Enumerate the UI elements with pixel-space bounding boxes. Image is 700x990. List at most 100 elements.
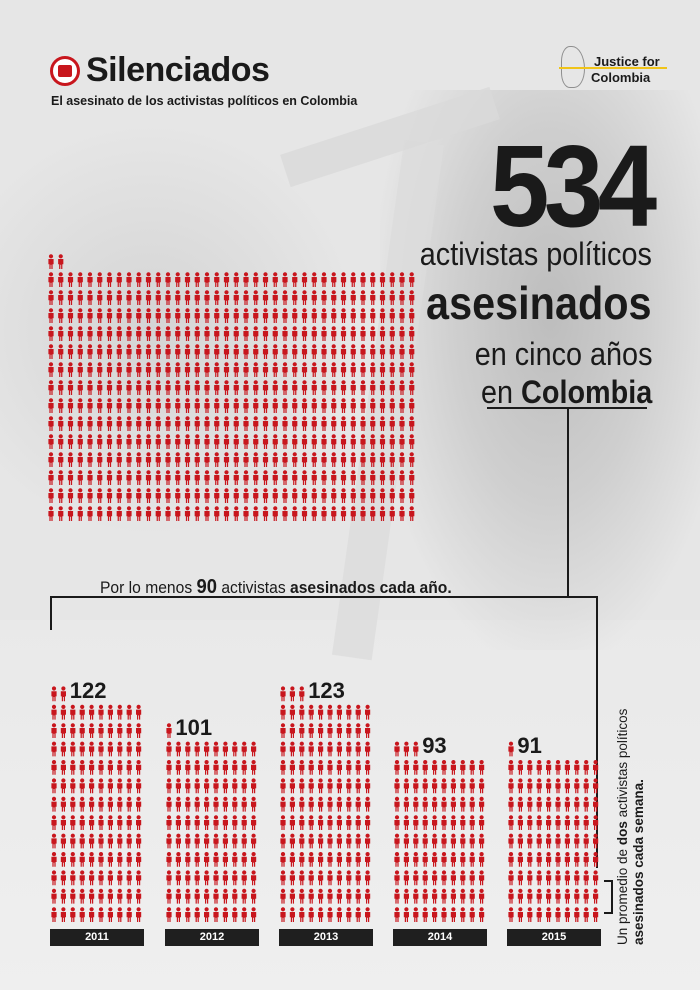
person-icon xyxy=(166,833,172,849)
person-icon xyxy=(136,760,142,775)
person-icon xyxy=(365,723,371,738)
person-icon xyxy=(272,290,278,305)
person-icon xyxy=(282,380,288,395)
person-icon xyxy=(70,852,76,867)
person-icon xyxy=(165,344,171,359)
person-icon xyxy=(555,907,561,922)
person-icon xyxy=(67,488,74,503)
person-icon xyxy=(98,870,104,886)
person-icon xyxy=(409,416,415,431)
person-icon xyxy=(311,398,317,413)
person-icon xyxy=(280,723,286,738)
person-icon xyxy=(165,434,171,449)
person-icon xyxy=(145,308,152,323)
person-icon xyxy=(70,907,76,922)
person-icon xyxy=(145,452,152,467)
person-icon xyxy=(58,380,64,395)
person-icon xyxy=(292,434,298,449)
person-icon xyxy=(355,815,361,830)
person-icon xyxy=(98,888,104,904)
person-icon xyxy=(166,741,172,757)
person-icon xyxy=(327,888,333,904)
person-icon xyxy=(58,398,64,413)
person-icon xyxy=(87,326,93,341)
person-icon xyxy=(479,852,485,867)
person-icon xyxy=(214,470,220,485)
person-icon xyxy=(194,398,200,413)
person-icon xyxy=(370,416,376,431)
person-icon xyxy=(469,796,475,812)
person-icon xyxy=(116,434,122,449)
person-icon xyxy=(60,741,66,757)
person-icon xyxy=(536,760,542,775)
person-icon xyxy=(175,344,181,359)
person-icon xyxy=(336,833,342,849)
person-icon xyxy=(107,741,113,757)
person-icon xyxy=(311,308,317,323)
person-icon xyxy=(262,272,269,287)
brand-title: Silenciados xyxy=(86,51,270,89)
person-icon xyxy=(126,741,132,757)
person-icon xyxy=(389,290,395,305)
person-icon xyxy=(97,452,103,467)
person-icon xyxy=(340,362,347,377)
person-icon xyxy=(574,778,580,794)
person-icon xyxy=(116,290,122,305)
person-icon xyxy=(340,452,347,467)
person-icon xyxy=(233,326,239,341)
person-icon xyxy=(60,907,66,922)
person-icon xyxy=(194,907,200,922)
person-icon xyxy=(360,380,366,395)
person-icon xyxy=(107,888,113,904)
person-icon xyxy=(555,778,561,794)
person-icon xyxy=(117,815,123,830)
person-icon xyxy=(350,470,356,485)
person-icon xyxy=(175,380,181,395)
person-icon xyxy=(251,852,257,867)
person-icon xyxy=(321,308,327,323)
year-label: 2012 xyxy=(165,929,259,946)
person-icon xyxy=(308,760,314,775)
person-icon xyxy=(155,308,161,323)
headline-line2: asesinados xyxy=(426,277,652,329)
person-icon xyxy=(89,723,95,738)
person-icon xyxy=(166,723,172,738)
person-icon xyxy=(409,272,415,287)
person-icon xyxy=(536,907,542,922)
person-icon xyxy=(336,888,342,904)
year-count-label: 122 xyxy=(69,678,107,704)
person-icon xyxy=(379,290,386,305)
person-icon xyxy=(243,326,249,341)
person-icon xyxy=(272,416,278,431)
person-icon xyxy=(336,870,342,886)
person-icon xyxy=(336,778,342,794)
person-icon xyxy=(379,326,386,341)
person-icon xyxy=(204,488,210,503)
person-icon xyxy=(583,852,589,867)
year-label: 2013 xyxy=(279,929,373,946)
person-icon xyxy=(232,852,238,867)
person-icon xyxy=(79,833,85,849)
person-icon xyxy=(165,506,171,521)
person-icon xyxy=(60,796,66,812)
person-icon xyxy=(223,434,230,449)
person-icon xyxy=(299,704,305,720)
person-icon xyxy=(67,344,74,359)
person-icon xyxy=(311,434,317,449)
person-icon xyxy=(546,907,552,922)
person-icon xyxy=(327,760,333,775)
person-icon xyxy=(280,796,286,812)
person-icon xyxy=(79,760,85,775)
person-icon xyxy=(184,470,191,485)
person-icon xyxy=(460,870,466,886)
person-icon xyxy=(213,778,219,794)
person-icon xyxy=(204,398,210,413)
person-icon xyxy=(441,870,447,886)
person-icon xyxy=(355,796,361,812)
person-icon xyxy=(243,452,249,467)
person-icon xyxy=(48,416,54,431)
person-icon xyxy=(308,833,314,849)
person-icon xyxy=(222,741,228,757)
person-icon xyxy=(508,741,514,757)
person-icon xyxy=(145,470,152,485)
